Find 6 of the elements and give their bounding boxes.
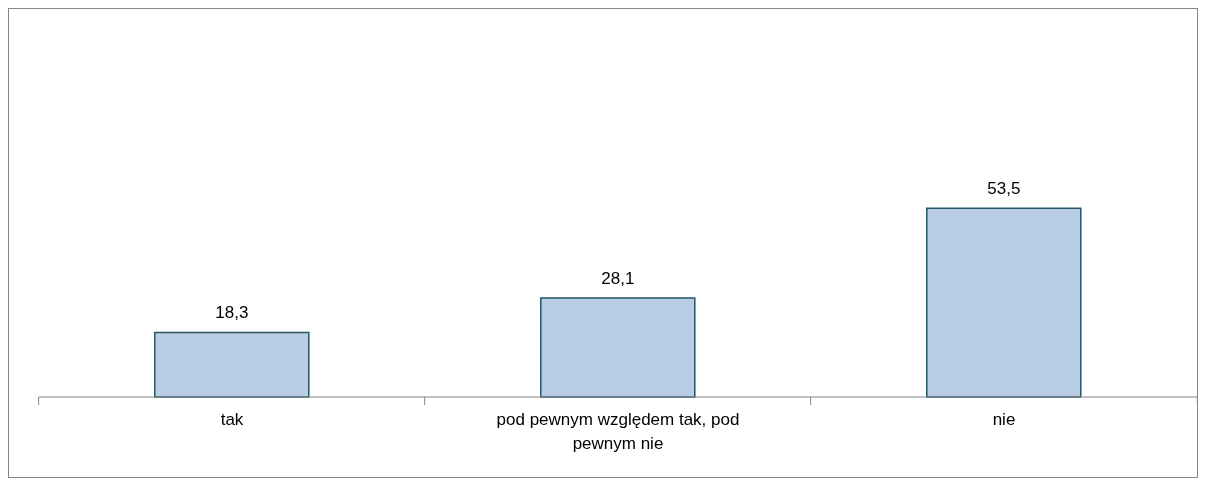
data-label: 18,3 — [215, 303, 249, 323]
x-tick-label: tak — [220, 410, 244, 429]
data-label: 28,1 — [601, 268, 635, 288]
x-tick-label: nie — [992, 410, 1016, 429]
x-tick-label: pod pewnym względem tak, pod pewnym nie — [496, 410, 740, 453]
data-label: 53,5 — [987, 179, 1021, 199]
